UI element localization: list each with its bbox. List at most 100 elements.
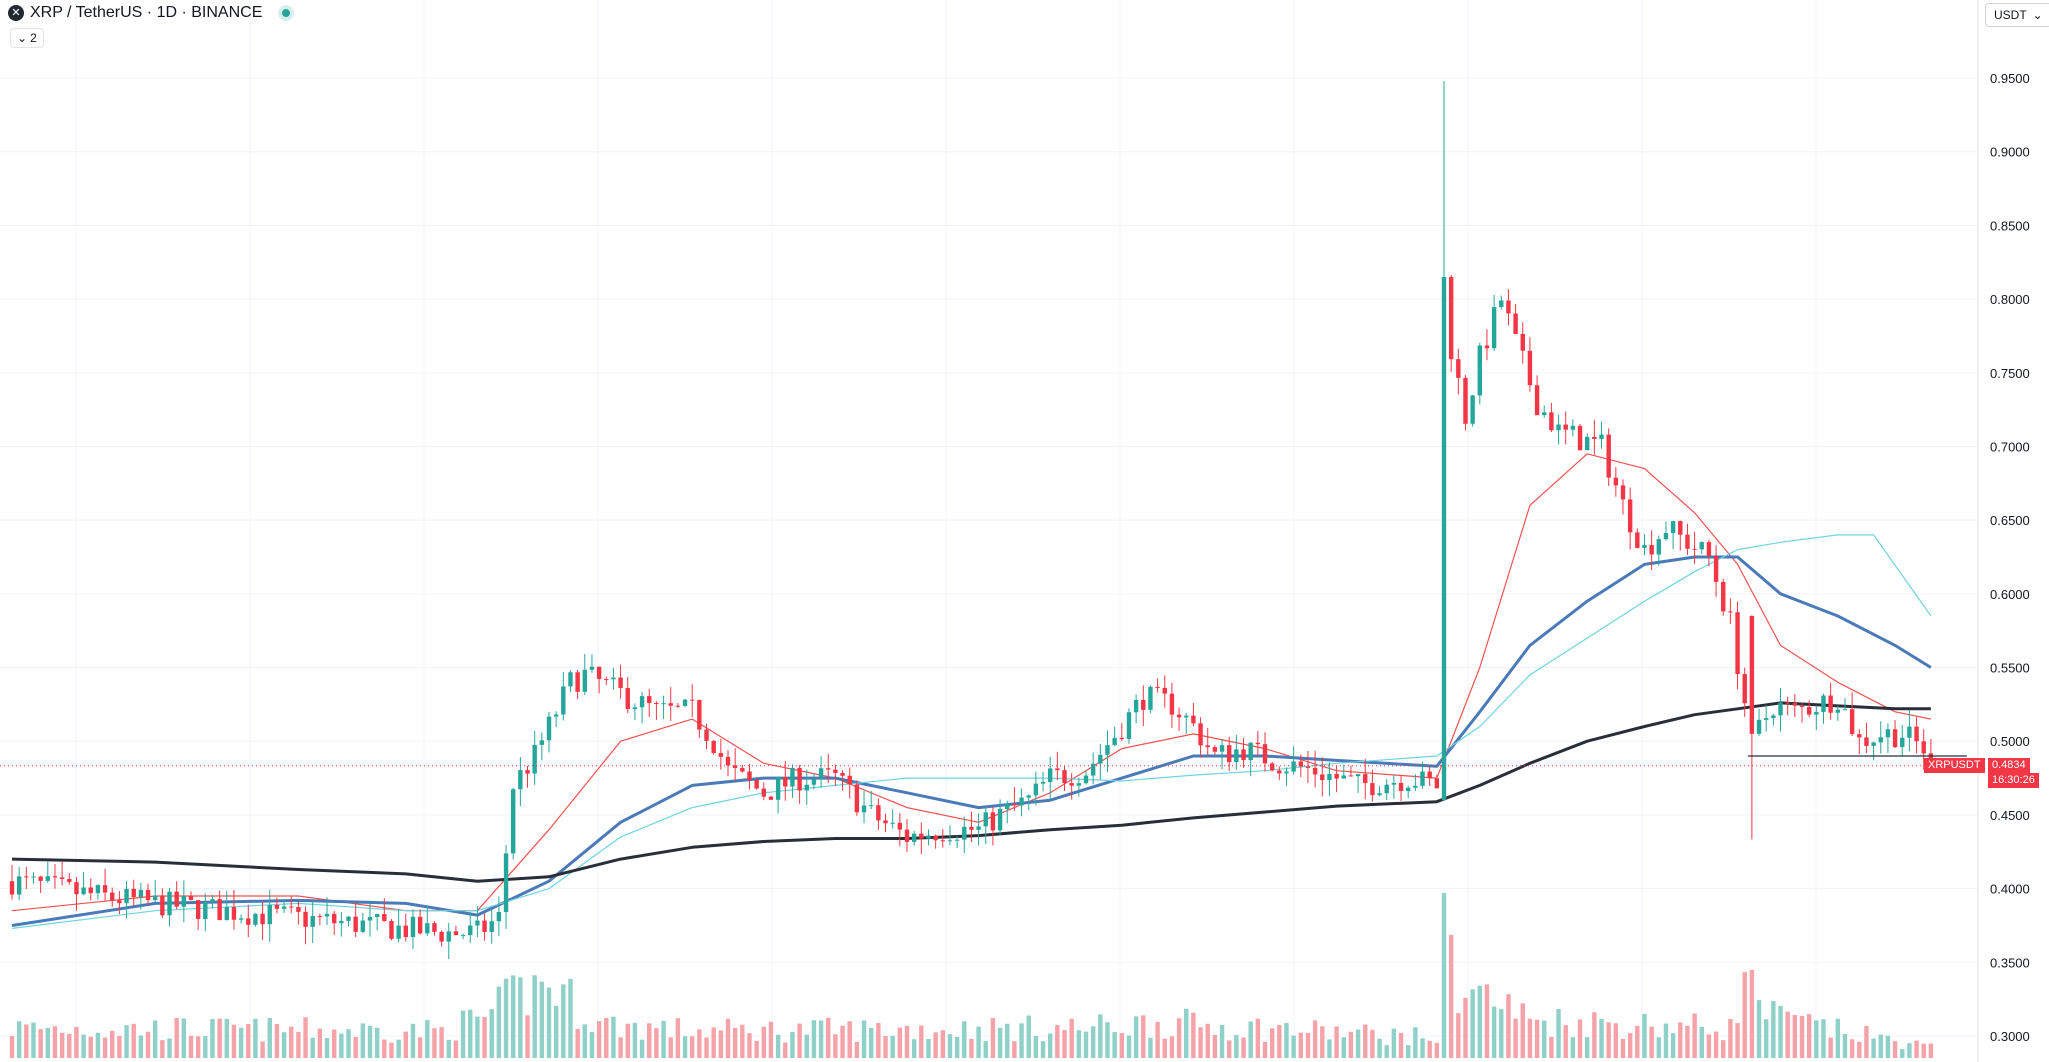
- volume-bar: [1585, 1037, 1590, 1058]
- volume-bar: [195, 1036, 201, 1058]
- volume-bar: [1262, 1041, 1268, 1058]
- candle-body: [1892, 729, 1898, 748]
- candle-body: [1513, 313, 1518, 334]
- candle-body: [1040, 781, 1046, 784]
- volume-bar: [9, 1035, 15, 1058]
- volume-bar: [840, 1025, 845, 1058]
- candle-body: [954, 839, 960, 841]
- volume-bar: [926, 1038, 931, 1058]
- volume-bar: [1191, 1012, 1196, 1058]
- candle-body: [9, 881, 15, 895]
- volume-bar: [310, 1037, 315, 1058]
- volume-bar: [775, 1034, 781, 1058]
- volume-bar: [1885, 1035, 1891, 1058]
- volume-bar: [210, 1019, 215, 1058]
- volume-bar: [561, 984, 566, 1058]
- candle-body: [1685, 534, 1690, 549]
- candle-body: [1921, 741, 1926, 754]
- candle-body: [1799, 705, 1805, 707]
- volume-bar: [1806, 1014, 1812, 1058]
- volume-bar: [854, 1041, 860, 1058]
- volume-bar: [81, 1034, 86, 1058]
- candle-body: [1312, 767, 1318, 775]
- volume-bar: [339, 1033, 344, 1058]
- volume-bar: [45, 1027, 50, 1058]
- candle-body: [546, 716, 552, 741]
- candle-body: [754, 780, 759, 789]
- volume-bar: [346, 1029, 351, 1058]
- volume-bar: [596, 1021, 602, 1058]
- indicator-count: 2: [30, 31, 37, 45]
- bar-countdown-label: 16:30:26: [1988, 772, 2039, 788]
- volume-bar: [1062, 1030, 1067, 1058]
- volume-bar: [1012, 1041, 1017, 1058]
- candle-body: [1277, 770, 1282, 774]
- candle-body: [346, 916, 351, 921]
- candle-body: [1692, 548, 1697, 550]
- candle-body: [1857, 734, 1862, 738]
- volume-bar: [1907, 1043, 1912, 1058]
- candle-body: [1112, 737, 1117, 746]
- chart-legend: ✕ XRP / TetherUS · 1D · BINANCE: [8, 4, 291, 22]
- chart-grid: [0, 0, 1978, 1062]
- volume-bar: [1635, 1025, 1640, 1058]
- candle-body: [1642, 545, 1647, 548]
- candle-body: [453, 931, 459, 936]
- symbol-title[interactable]: XRP / TetherUS · 1D · BINANCE: [30, 4, 263, 21]
- candle-body: [1448, 276, 1454, 360]
- volume-bar: [482, 1016, 487, 1058]
- candle-body: [668, 703, 673, 706]
- candle-body: [654, 703, 659, 705]
- currency-selector[interactable]: USDT ⌄: [1985, 3, 2049, 27]
- volume-bar: [453, 1040, 459, 1058]
- volume-bar: [1227, 1040, 1232, 1058]
- volume-bar: [1706, 1034, 1712, 1058]
- volume-bar: [1742, 972, 1747, 1058]
- volume-bar: [582, 1024, 587, 1058]
- volume-bar: [38, 1029, 43, 1058]
- indicators-toggle-button[interactable]: ⌄ 2: [10, 28, 44, 48]
- volume-bar: [1212, 1034, 1218, 1058]
- volume-bar: [833, 1034, 838, 1058]
- candle-body: [468, 925, 473, 936]
- candle-body: [861, 805, 867, 813]
- volume-bar: [1334, 1026, 1339, 1058]
- candle-body: [732, 765, 738, 768]
- candle-body: [382, 914, 387, 921]
- volume-bar: [1126, 1035, 1132, 1058]
- volume-bar: [546, 987, 552, 1058]
- candle-body: [24, 876, 29, 878]
- candle-body: [188, 896, 194, 901]
- volume-bar: [1363, 1024, 1368, 1058]
- volume-bar: [1148, 1037, 1153, 1058]
- volume-bar: [1420, 1038, 1425, 1058]
- volume-bar: [1699, 1026, 1704, 1058]
- candle-body: [1864, 737, 1869, 746]
- volume-bar: [954, 1036, 960, 1058]
- candle-body: [1756, 719, 1762, 734]
- volume-bar: [661, 1020, 666, 1058]
- volume-bar: [983, 1041, 988, 1058]
- candle-body: [1606, 434, 1611, 478]
- candle-body: [167, 891, 172, 916]
- moving-averages: [11, 453, 1932, 929]
- volume-bar: [861, 1020, 867, 1058]
- candle-body: [1334, 773, 1339, 779]
- volume-bar: [1320, 1026, 1325, 1058]
- candle-body: [195, 900, 201, 920]
- candle-body: [1806, 706, 1812, 715]
- candle-body: [561, 686, 566, 715]
- candle-body: [1842, 709, 1848, 711]
- volume-bar: [568, 978, 573, 1058]
- volume-bar: [1005, 1023, 1010, 1058]
- volume-bar: [947, 1034, 953, 1058]
- candle-body: [833, 769, 838, 774]
- volume-bar: [1348, 1031, 1354, 1058]
- volume-bar: [654, 1028, 659, 1058]
- volume-bar: [439, 1027, 444, 1058]
- volume-bar: [1083, 1031, 1089, 1058]
- volume-bar: [1649, 1026, 1654, 1058]
- candle-body: [274, 904, 280, 909]
- volume-bar: [1678, 1022, 1683, 1058]
